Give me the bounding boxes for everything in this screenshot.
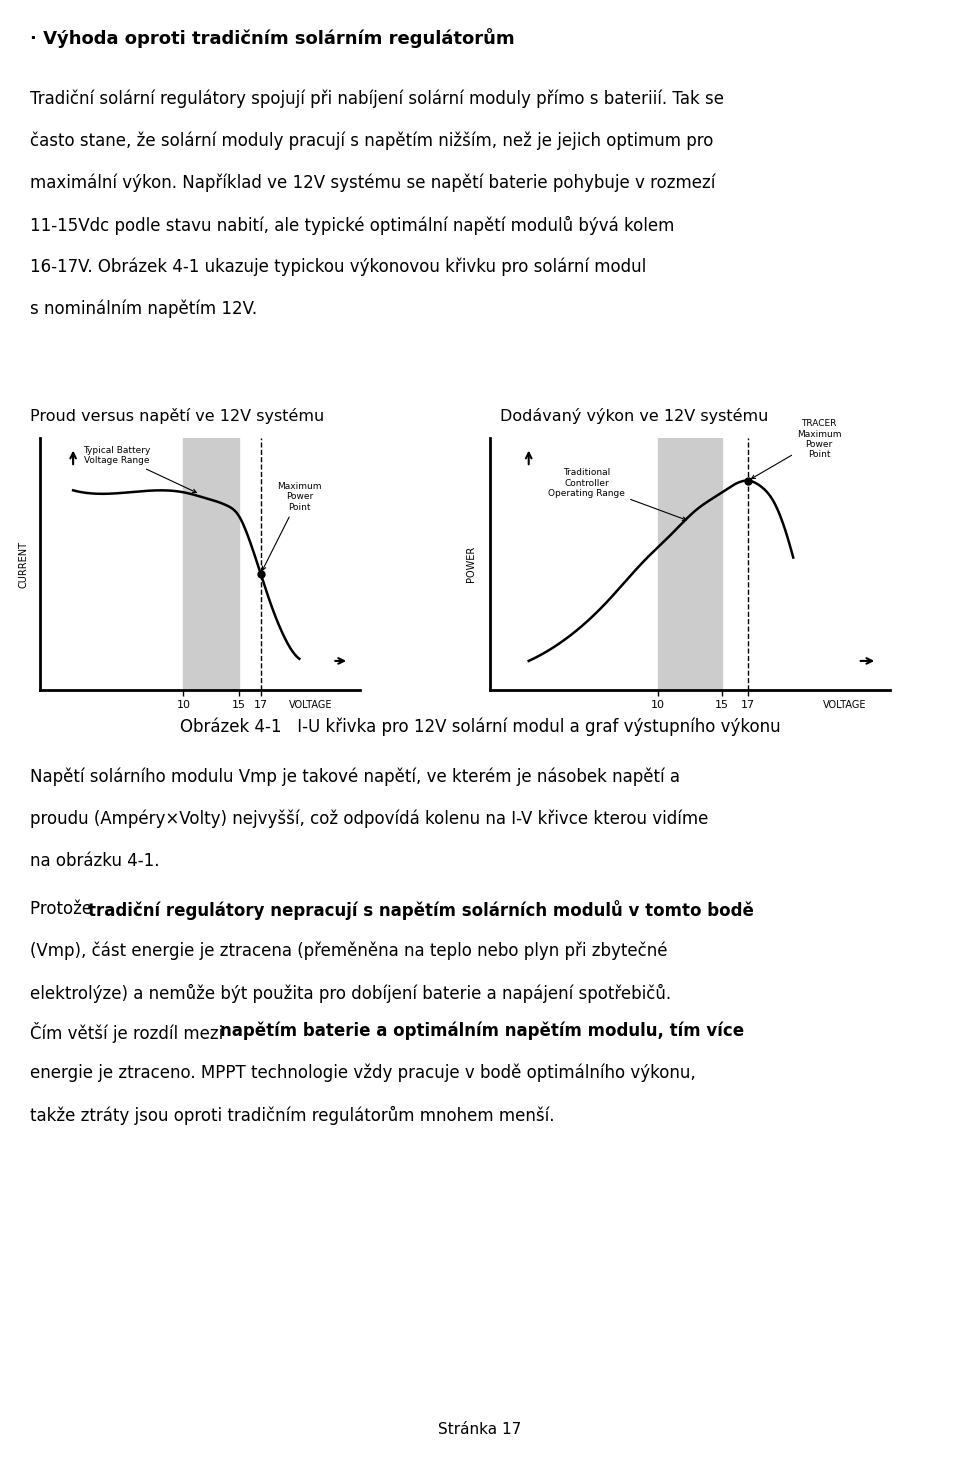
Text: POWER: POWER: [466, 546, 475, 582]
Text: tradiční regulátory nepracují s napětím solárních modulů v tomto bodě: tradiční regulátory nepracují s napětím …: [88, 900, 754, 920]
Text: Čím větší je rozdíl mezi: Čím větší je rozdíl mezi: [30, 1023, 228, 1043]
Text: Napětí solárního modulu Vmp je takové napětí, ve kterém je násobek napětí a: Napětí solárního modulu Vmp je takové na…: [30, 768, 680, 787]
Text: elektrolýze) a nemůže být použita pro dobíjení baterie a napájení spotřebičů.: elektrolýze) a nemůže být použita pro do…: [30, 985, 671, 1004]
Text: 11-15Vdc podle stavu nabití, ale typické optimální napětí modulů bývá kolem: 11-15Vdc podle stavu nabití, ale typické…: [30, 217, 674, 236]
Text: Dodávaný výkon ve 12V systému: Dodávaný výkon ve 12V systému: [500, 408, 768, 424]
Text: · Výhoda oproti tradičním solárním regulátorům: · Výhoda oproti tradičním solárním regul…: [30, 28, 515, 48]
Text: na obrázku 4-1.: na obrázku 4-1.: [30, 851, 159, 870]
Text: s nominálním napětím 12V.: s nominálním napětím 12V.: [30, 300, 257, 319]
Text: TRACER
Maximum
Power
Point: TRACER Maximum Power Point: [752, 420, 841, 478]
Text: maximální výkon. Například ve 12V systému se napětí baterie pohybuje v rozmezí: maximální výkon. Například ve 12V systém…: [30, 174, 715, 193]
Text: Traditional
Controller
Operating Range: Traditional Controller Operating Range: [548, 468, 686, 521]
Bar: [658, 437, 722, 691]
Text: VOLTAGE: VOLTAGE: [289, 699, 332, 710]
Text: Obrázek 4-1   I-U křivka pro 12V solární modul a graf výstupního výkonu: Obrázek 4-1 I-U křivka pro 12V solární m…: [180, 718, 780, 736]
Text: VOLTAGE: VOLTAGE: [823, 699, 867, 710]
Text: často stane, že solární moduly pracují s napětím nižším, než je jejich optimum p: často stane, že solární moduly pracují s…: [30, 132, 713, 151]
Text: (Vmp), část energie je ztracena (přeměněna na teplo nebo plyn při zbytečné: (Vmp), část energie je ztracena (přeměně…: [30, 942, 667, 961]
Text: napětím baterie a optimálním napětím modulu, tím více: napětím baterie a optimálním napětím mod…: [220, 1023, 744, 1040]
Text: Proud versus napětí ve 12V systému: Proud versus napětí ve 12V systému: [30, 408, 324, 424]
Text: Protože: Protože: [30, 900, 97, 917]
Text: 16-17V. Obrázek 4-1 ukazuje typickou výkonovou křivku pro solární modul: 16-17V. Obrázek 4-1 ukazuje typickou výk…: [30, 257, 646, 277]
Text: takže ztráty jsou oproti tradičním regulátorům mnohem menší.: takže ztráty jsou oproti tradičním regul…: [30, 1106, 555, 1125]
Text: Stránka 17: Stránka 17: [439, 1422, 521, 1437]
Text: Maximum
Power
Point: Maximum Power Point: [262, 481, 322, 571]
Text: proudu (Ampéry×Volty) nejvyšší, což odpovídá kolenu na I-V křivce kterou vidíme: proudu (Ampéry×Volty) nejvyšší, což odpo…: [30, 811, 708, 828]
Text: Tradiční solární regulátory spojují při nabíjení solární moduly přímo s bateriií: Tradiční solární regulátory spojují při …: [30, 91, 724, 108]
Text: energie je ztraceno. MPPT technologie vždy pracuje v bodě optimálního výkonu,: energie je ztraceno. MPPT technologie vž…: [30, 1064, 696, 1083]
Bar: [183, 437, 239, 691]
Text: CURRENT: CURRENT: [18, 540, 29, 588]
Text: Typical Battery
Voltage Range: Typical Battery Voltage Range: [84, 446, 197, 493]
